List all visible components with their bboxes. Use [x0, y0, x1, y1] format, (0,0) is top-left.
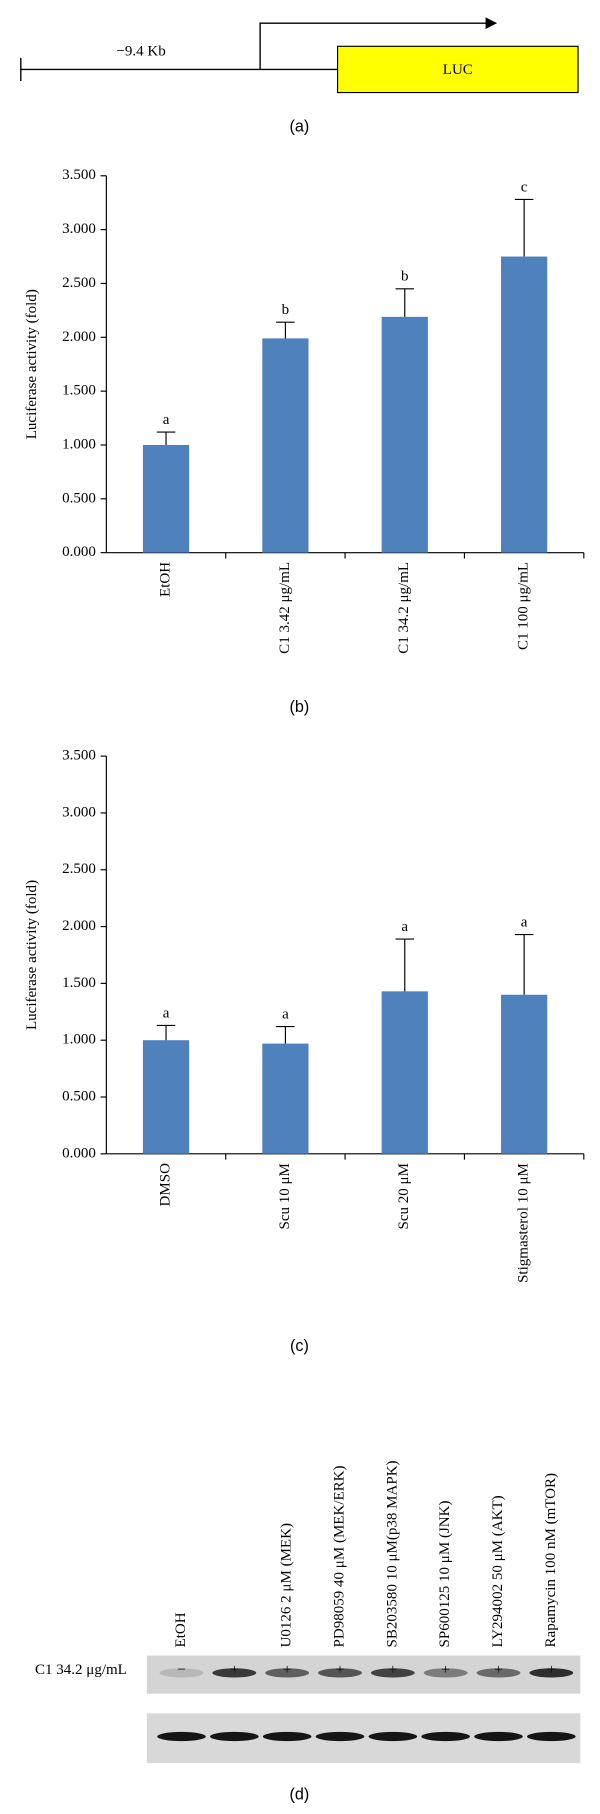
x-tick-label: DMSO — [157, 1163, 173, 1207]
lane-label: U0126 2 μM (MEK) — [279, 1523, 295, 1647]
arrow-head — [485, 17, 498, 29]
blot-band — [262, 1731, 312, 1742]
significance-label: a — [282, 1006, 289, 1022]
error-bar — [276, 1025, 295, 1044]
y-tick-label: 3.000 — [62, 804, 96, 820]
blot-band — [318, 1668, 362, 1678]
bar — [381, 316, 428, 553]
treatment-label: C1 34.2 μg/mL — [35, 1662, 127, 1678]
y-tick-label: 0.500 — [62, 1088, 96, 1104]
x-tick-label: Scu 20 μM — [396, 1163, 412, 1229]
panel-label: (b) — [290, 698, 310, 716]
significance-label: a — [163, 1005, 170, 1021]
significance-label: b — [401, 269, 409, 285]
y-axis-label: Luciferase activity (fold) — [24, 289, 40, 439]
significance-label: a — [521, 914, 528, 930]
blot-band — [529, 1668, 574, 1678]
error-bar — [276, 321, 295, 339]
y-tick-label: 1.500 — [62, 975, 96, 991]
x-tick-label: C1 100 μg/mL — [516, 562, 532, 650]
y-tick-label: 2.500 — [62, 275, 96, 291]
significance-label: a — [401, 919, 408, 935]
y-tick-label: 0.500 — [62, 490, 96, 506]
lane-label: SB203580 10 μM(p38 MAPK) — [384, 1460, 400, 1647]
y-tick-label: 2.000 — [62, 918, 96, 934]
tss-arrow — [259, 22, 495, 70]
error-bar — [156, 1024, 176, 1041]
significance-label: a — [163, 412, 170, 428]
error-bar — [395, 938, 415, 992]
error-bar — [395, 288, 415, 317]
y-tick-label: 2.000 — [62, 329, 96, 345]
y-tick-label: 1.500 — [62, 383, 96, 399]
y-tick-label: 2.500 — [62, 861, 96, 877]
error-bar — [514, 933, 534, 995]
blot-band — [476, 1668, 521, 1678]
x-tick-label: EtOH — [157, 562, 173, 597]
significance-label: b — [282, 302, 290, 318]
lane-label: SP600125 10 μM (JNK) — [437, 1500, 453, 1647]
blot-band — [210, 1731, 259, 1742]
bar — [142, 444, 190, 553]
y-tick-label: 1.000 — [62, 1032, 96, 1048]
blot-band — [527, 1731, 576, 1742]
lane-label: PD98059 40 μM (MEK/ERK) — [331, 1465, 347, 1647]
blot-band — [157, 1731, 206, 1742]
panel-a: −9.4 Kb LUC (a) — [20, 17, 579, 136]
bar — [381, 991, 428, 1154]
blot-band — [212, 1668, 257, 1678]
gene-label: LUC — [443, 62, 473, 78]
treatment-sign: + — [441, 1662, 449, 1678]
significance-label: c — [521, 179, 528, 195]
lane-label: LY294002 50 μM (AKT) — [490, 1495, 506, 1647]
panel-label: (c) — [290, 1337, 309, 1355]
bar — [262, 338, 309, 553]
blot-band — [315, 1731, 365, 1742]
x-tick-label: Stigmasterol 10 μM — [516, 1163, 532, 1283]
bar — [262, 1043, 309, 1154]
treatment-sign: − — [177, 1662, 185, 1678]
blot-band — [421, 1731, 470, 1742]
luc-box — [336, 45, 579, 94]
distance-label: −9.4 Kb — [116, 44, 165, 60]
y-tick-label: 0.000 — [62, 544, 96, 560]
y-tick-label: 3.500 — [62, 167, 96, 183]
lane-label: Rapamycin 100 nM (mTOR) — [543, 1473, 559, 1647]
panel-label: (a) — [290, 118, 310, 136]
y-tick-label: 0.000 — [62, 1145, 96, 1161]
blot-band — [423, 1668, 468, 1678]
blot-band — [159, 1668, 204, 1678]
y-axis-label: Luciferase activity (fold) — [24, 880, 40, 1030]
bar — [142, 1040, 190, 1154]
y-tick-label: 3.000 — [62, 221, 96, 237]
blot-band — [474, 1731, 523, 1742]
bar — [501, 994, 548, 1154]
y-tick-label: 1.000 — [62, 436, 96, 452]
bar — [501, 256, 548, 553]
x-tick-label: C1 34.2 μg/mL — [396, 562, 412, 654]
error-bar — [156, 431, 176, 445]
panel-d: C1 34.2 μg/mL (d) −EtOH++U0126 2 μM (MEK… — [35, 1460, 581, 1804]
error-bar — [514, 198, 534, 257]
x-tick-label: Scu 10 μM — [277, 1163, 293, 1229]
blot-band — [265, 1668, 310, 1678]
y-tick-label: 3.500 — [62, 748, 96, 764]
panel-label: (d) — [290, 1786, 310, 1804]
x-tick-label: C1 3.42 μg/mL — [277, 562, 293, 654]
blot-band — [368, 1731, 418, 1742]
blot-band — [370, 1668, 415, 1678]
lane-label: EtOH — [173, 1612, 189, 1647]
